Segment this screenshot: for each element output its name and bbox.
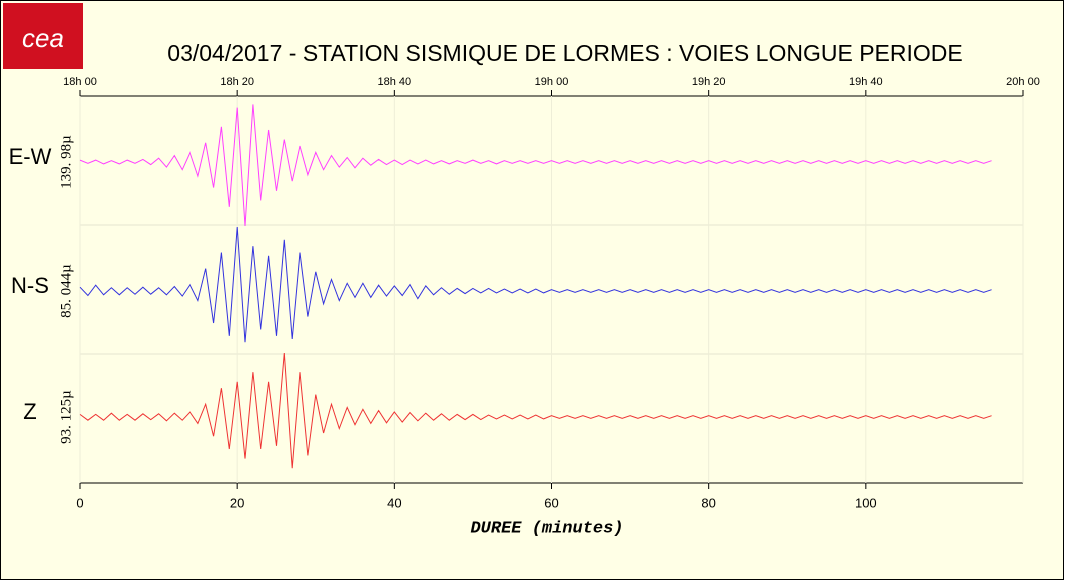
channel-scale: 139. 98µ: [58, 135, 74, 189]
top-tick-label: 19h 00: [535, 76, 569, 88]
logo-box: [3, 3, 83, 69]
channel-name: E-W: [9, 144, 52, 169]
waveform: [79, 352, 992, 469]
waveform: [79, 104, 992, 227]
x-tick-label: 100: [855, 495, 877, 510]
channel-name: N-S: [11, 273, 49, 298]
chart-title: 03/04/2017 - STATION SISMIQUE DE LORMES …: [167, 40, 962, 66]
x-tick-label: 60: [544, 495, 558, 510]
x-tick-label: 80: [701, 495, 715, 510]
x-tick-label: 20: [230, 495, 244, 510]
logo-text: cea: [22, 23, 64, 53]
top-tick-label: 18h 00: [63, 76, 97, 88]
x-tick-label: 0: [76, 495, 83, 510]
top-tick-label: 18h 40: [378, 76, 412, 88]
x-tick-label: 40: [387, 495, 401, 510]
x-axis-label: DUREE (minutes): [470, 519, 623, 538]
waveform: [79, 226, 992, 343]
top-tick-label: 18h 20: [220, 76, 254, 88]
channel-scale: 85. 044µ: [58, 264, 74, 318]
channel-name: Z: [23, 399, 36, 424]
top-tick-label: 20h 00: [1006, 76, 1040, 88]
channel-scale: 93. 125µ: [58, 390, 74, 444]
top-tick-label: 19h 20: [692, 76, 726, 88]
top-tick-label: 19h 40: [849, 76, 883, 88]
